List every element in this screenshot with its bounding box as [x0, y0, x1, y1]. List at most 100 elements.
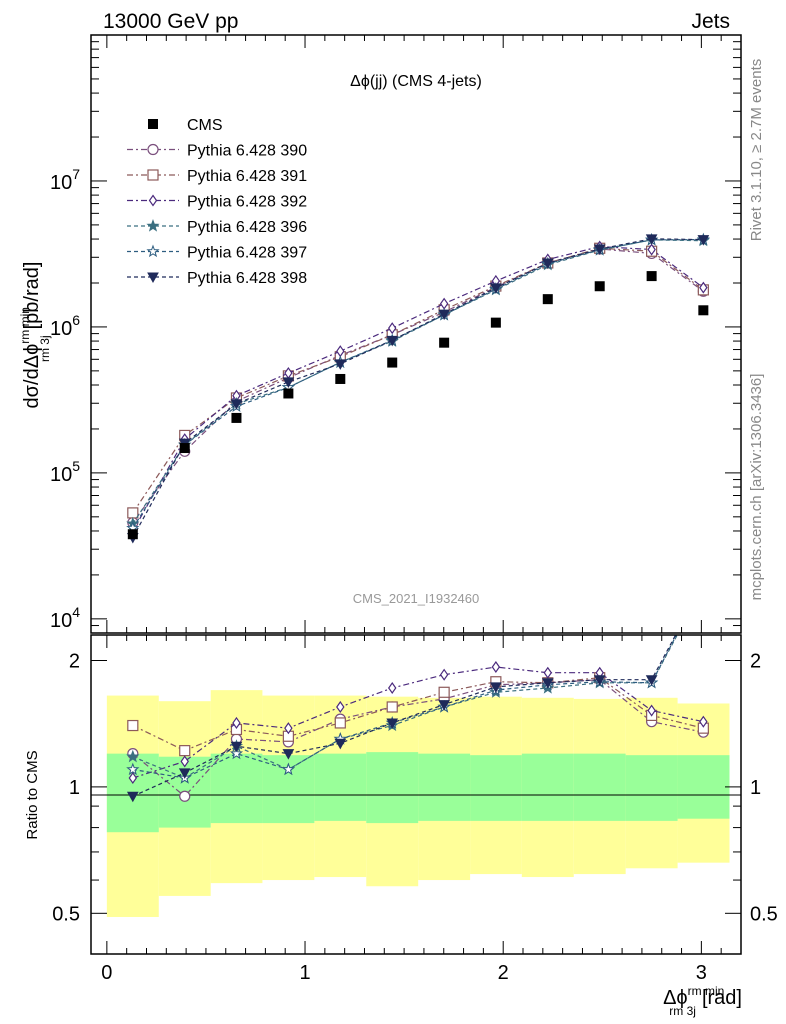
band-inner	[418, 753, 471, 821]
ratio-point	[178, 768, 191, 779]
y-tick-label: 107	[50, 166, 80, 194]
x-axis-label: Δϕrm min rm 3j [rad]	[663, 984, 742, 1018]
ratio-frame	[90, 634, 742, 955]
cms-point	[179, 443, 190, 454]
series-point	[647, 243, 656, 256]
series-line	[132, 239, 704, 529]
ratio-tick-label: 0.5	[52, 903, 80, 925]
band-inner	[210, 753, 263, 824]
series-point	[230, 399, 243, 410]
series-line	[132, 248, 704, 524]
legend-marker	[147, 272, 159, 284]
ratio-tick-label: 1	[69, 777, 80, 799]
ratio-panel: 0.5 0.5 1 1 2 2 0 1 2 3	[52, 578, 778, 984]
cms-point	[127, 529, 138, 540]
x-axis-label-sup: rm min	[688, 984, 725, 998]
ratio-point	[229, 746, 244, 760]
ratio-line	[132, 635, 678, 779]
ratio-point	[126, 749, 140, 763]
ratio-point	[438, 700, 450, 711]
ratio-point	[128, 771, 138, 785]
series-point	[334, 359, 347, 370]
x-tick-label: 0	[101, 962, 112, 984]
ratio-axis-label: Ratio to CMS	[24, 750, 41, 839]
legend-label: Pythia 6.428 392	[187, 194, 307, 211]
y-tick-label: 106	[50, 312, 80, 340]
ratio-line	[132, 679, 704, 798]
ratio-point	[647, 704, 656, 717]
series-point	[593, 244, 606, 256]
ratio-point	[541, 678, 554, 689]
series-point	[645, 234, 658, 245]
series-point	[541, 258, 554, 269]
x-axis-label-unit: [rad]	[702, 987, 742, 1009]
ratio-point	[438, 686, 450, 698]
cms-point	[439, 337, 450, 348]
mcplots-label: mcplots.cern.ch [arXiv:1306.3436]	[748, 374, 765, 601]
legend-label: Pythia 6.428 390	[187, 143, 307, 160]
cms-point	[490, 317, 501, 328]
ratio-point	[698, 581, 708, 591]
cms-point	[542, 294, 553, 305]
ratio-point	[698, 578, 708, 588]
y-axis-label-main: dσ/dΔϕ	[21, 344, 43, 409]
ratio-point	[126, 762, 140, 776]
y-tick-label: 105	[50, 458, 80, 486]
ratio-point	[387, 681, 397, 695]
chart-title: Δϕ(jj) (CMS 4-jets)	[350, 73, 482, 90]
header-right: Jets	[691, 10, 730, 33]
watermark: CMS_2021_I1932460	[353, 591, 480, 606]
x-axis-label-main: Δϕ	[663, 987, 688, 1009]
series-point	[282, 377, 295, 388]
x-tick-label: 2	[498, 962, 509, 984]
ratio-point	[282, 749, 295, 760]
series-point	[438, 309, 450, 321]
band-inner	[470, 755, 522, 821]
ratio-point	[230, 741, 243, 753]
y-axis-label-sub: rm 3j	[38, 335, 52, 362]
series-line	[132, 247, 704, 514]
ratio-point	[126, 791, 139, 803]
ratio-point	[336, 700, 345, 714]
ratio-point	[491, 660, 501, 674]
ratio-point	[593, 675, 606, 686]
cms-point	[646, 271, 657, 282]
legend-label: Pythia 6.428 398	[187, 270, 307, 287]
ratio-tick-label-right: 1	[750, 777, 761, 799]
ratio-line	[132, 635, 678, 779]
legend-marker	[148, 194, 158, 207]
x-tick-label: 1	[299, 962, 310, 984]
ratio-tick-label: 2	[69, 650, 80, 672]
ratio-point	[281, 762, 295, 776]
cms-point	[335, 373, 346, 384]
legend-marker	[146, 219, 160, 232]
series-point	[697, 235, 710, 246]
ratio-point	[334, 717, 346, 729]
series-point	[699, 281, 708, 294]
ratio-point	[284, 722, 293, 735]
legend-marker	[147, 143, 159, 156]
ratio-point	[698, 580, 708, 589]
ratio-point	[645, 675, 658, 686]
legend-marker-cms	[148, 119, 158, 129]
ratio-point	[179, 745, 191, 757]
series-point	[127, 507, 139, 519]
series-point	[386, 335, 399, 347]
x-axis-label-sub: rm 3j	[669, 1004, 696, 1018]
series-point	[490, 283, 502, 294]
ratio-point	[386, 718, 399, 729]
ratio-point	[179, 790, 191, 802]
cms-point	[594, 281, 605, 292]
ratio-point	[334, 738, 347, 750]
ratio-point	[127, 719, 139, 732]
band-inner	[366, 752, 419, 824]
ratio-point	[699, 715, 708, 728]
rivet-label: Rivet 3.1.10, ≥ 2.7M events	[748, 59, 765, 242]
legend-label-cms: CMS	[187, 117, 223, 134]
ratio-point	[490, 682, 502, 693]
cms-point	[698, 305, 709, 316]
legend-label: Pythia 6.428 397	[187, 245, 307, 262]
ratio-line	[132, 677, 704, 752]
legend-label: Pythia 6.428 396	[187, 219, 307, 236]
